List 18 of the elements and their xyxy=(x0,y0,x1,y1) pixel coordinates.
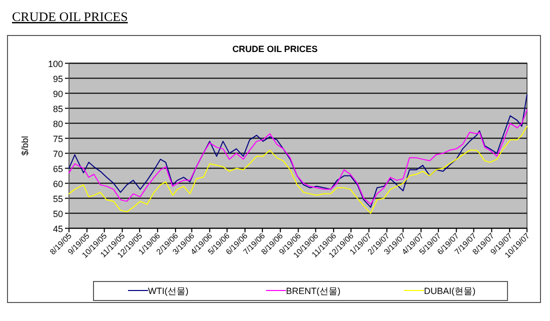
y-tick-label: 70 xyxy=(52,148,63,159)
legend-label: DUBAI(현물) xyxy=(424,286,476,296)
y-tick-label: 95 xyxy=(52,74,63,84)
y-tick-label: 65 xyxy=(52,164,63,174)
text: CRUDE OIL PRICES xyxy=(12,9,128,24)
y-tick-label: 90 xyxy=(52,88,63,99)
y-tick-label: 60 xyxy=(52,178,63,189)
y-tick-label: 45 xyxy=(52,224,63,234)
y-tick-label: 55 xyxy=(52,194,63,204)
legend-label: WTI(선물) xyxy=(148,286,188,296)
y-tick-label: 85 xyxy=(52,104,63,114)
chart-title: CRUDE OIL PRICES xyxy=(232,44,318,54)
y-tick-label: 75 xyxy=(52,134,63,144)
y-axis-title: $/bbl xyxy=(20,136,30,156)
y-tick-label: 50 xyxy=(52,208,63,219)
y-tick-label: 80 xyxy=(52,118,63,129)
legend-label: BRENT(선물) xyxy=(286,286,340,296)
y-tick-label: 100 xyxy=(48,58,63,69)
